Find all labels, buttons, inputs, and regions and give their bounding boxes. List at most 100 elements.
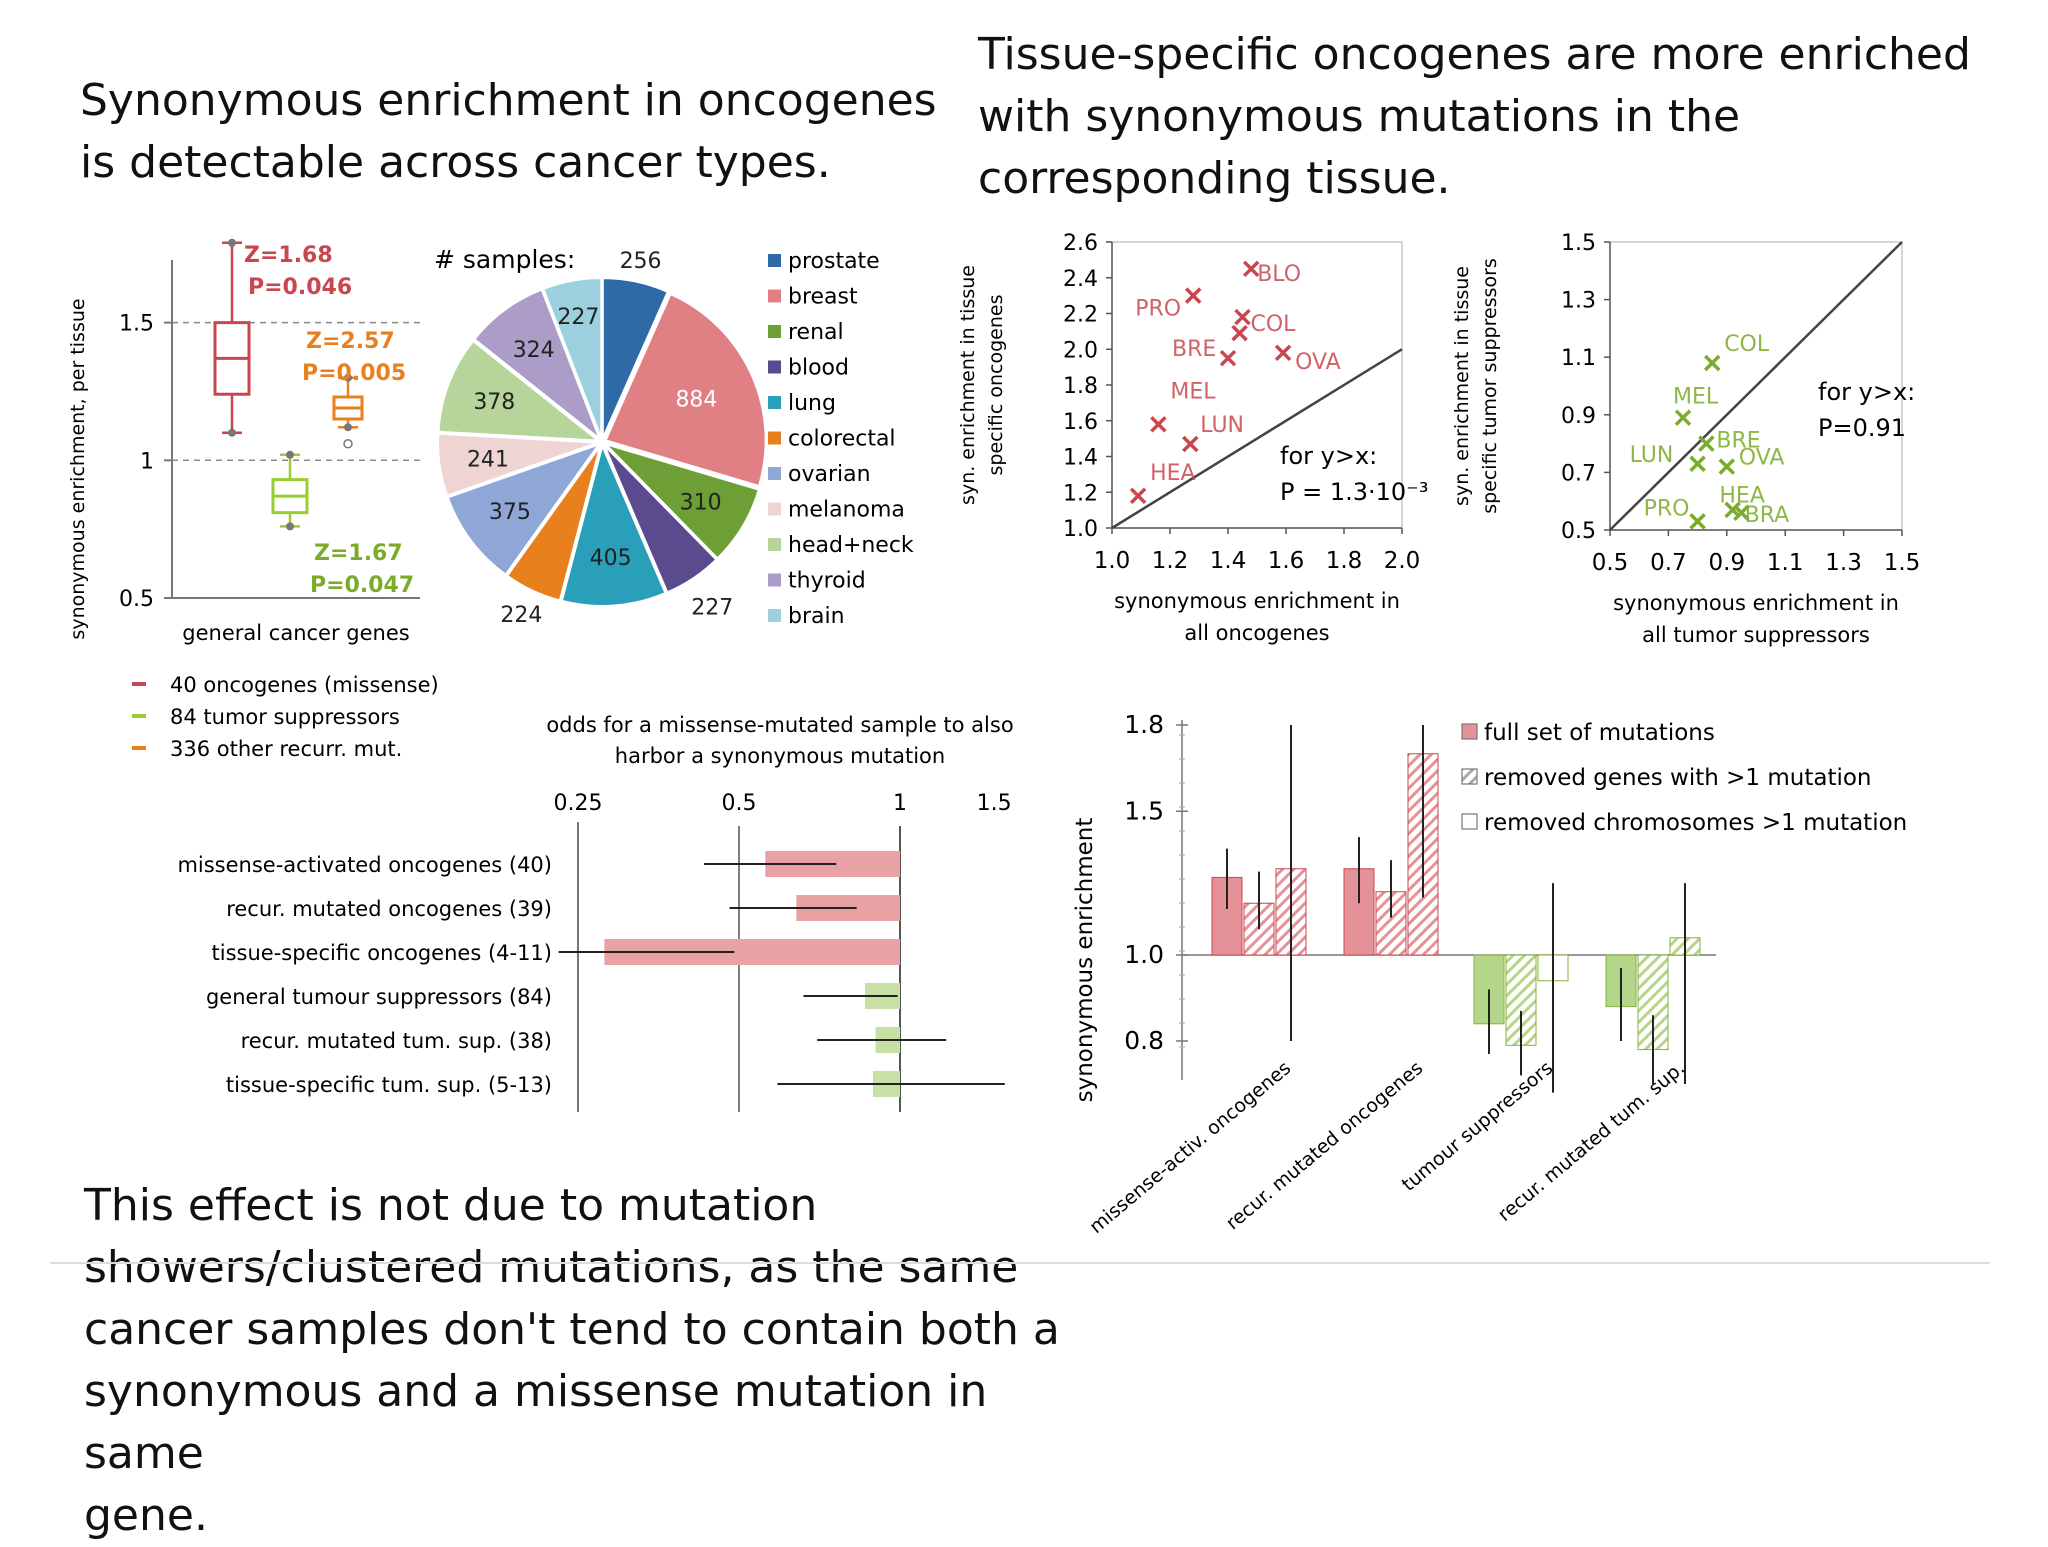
x-tick-label: 0.9: [1709, 550, 1746, 576]
legend-label: prostate: [788, 249, 880, 274]
legend-label: colorectal: [788, 427, 896, 452]
legend-swatch: [768, 431, 781, 445]
category-label: tissue-specific tum. sup. (5-13): [226, 1073, 552, 1097]
point-label: HEA: [1150, 461, 1196, 486]
y-axis-label: syn. enrichment in tissue: [1451, 266, 1473, 506]
pie-value-label: 241: [467, 447, 509, 472]
y-tick-label: 0.8: [1124, 1026, 1164, 1055]
legend-label: removed chromosomes >1 mutation: [1484, 810, 1907, 836]
legend-swatch: [768, 538, 781, 551]
legend-swatch: [768, 573, 781, 587]
x-axis-label: all tumor suppressors: [1642, 623, 1870, 647]
pie-slice: [472, 288, 602, 442]
x-tick-label: 2.0: [1384, 548, 1421, 574]
legend-label: thyroid: [788, 569, 866, 594]
headline-mutation-showers: This effect is not due to mutation showe…: [84, 1180, 1060, 1541]
pie-value-label: 378: [473, 390, 515, 415]
legend-label: full set of mutations: [1484, 720, 1715, 746]
pie-value-label: 405: [590, 546, 632, 571]
scatter-point: [1184, 287, 1202, 304]
p-value-label: P=0.046: [248, 275, 352, 300]
x-tick-label: 0.7: [1650, 550, 1687, 576]
x-tick-label: 1.5: [977, 791, 1012, 816]
y-tick-label: 1.6: [1063, 410, 1098, 435]
y-tick-label: 1.2: [1063, 481, 1098, 506]
y-tick-label: 1.5: [119, 312, 154, 337]
y-tick-label: 2.6: [1063, 231, 1098, 256]
pie-value-label: 227: [557, 305, 599, 330]
category-label: tissue-specific oncogenes (4-11): [212, 941, 552, 965]
y-tick-label: 1: [140, 449, 154, 474]
y-tick-label: 1.0: [1063, 517, 1098, 542]
y-axis-label: synonymous enrichment: [1072, 818, 1098, 1103]
point-label: BRE: [1172, 337, 1216, 362]
pie-slice: [560, 442, 667, 607]
x-tick-label: 1.5: [1884, 550, 1921, 576]
scatter-point: [1703, 354, 1721, 372]
point-label: LUN: [1630, 443, 1674, 468]
y-axis-label: syn. enrichment in tissue: [957, 265, 979, 505]
p-value-label: P=0.047: [310, 573, 414, 598]
legend-label: 84 tumor suppressors: [170, 705, 400, 729]
y-tick-label: 2.4: [1063, 267, 1098, 292]
box-whisker-dot: [286, 450, 294, 459]
z-score-label: Z=1.68: [244, 243, 333, 268]
pie-value-label: 324: [513, 338, 555, 363]
legend-label: 336 other recurr. mut.: [170, 737, 402, 761]
point-label: PRO: [1644, 496, 1690, 521]
point-label: PRO: [1135, 297, 1181, 322]
category-label: general tumour suppressors (84): [206, 985, 552, 1009]
point-label: BRE: [1716, 429, 1760, 454]
box-outlier: [343, 439, 353, 449]
headline-oncogene-enrichment: Synonymous enrichment in oncogenes is de…: [80, 75, 937, 188]
pie-slice: [603, 444, 718, 594]
pie-slice: [542, 277, 603, 439]
x-tick-label: 1: [893, 791, 907, 816]
pie-slice: [604, 292, 767, 488]
scatter-point: [1242, 260, 1260, 278]
y-tick-label: 1.5: [1561, 231, 1596, 256]
x-tick-label: 1.2: [1152, 548, 1189, 574]
point-label: MEL: [1673, 385, 1719, 410]
y-tick-label: 1.5: [1124, 796, 1164, 825]
x-tick-label: 1.4: [1210, 548, 1247, 574]
y-axis-label: synonymous enrichment, per tissue: [67, 298, 89, 639]
legend-swatch: [768, 609, 781, 622]
pie-slice: [437, 432, 599, 497]
z-score-label: Z=2.57: [306, 329, 395, 354]
scatter-point: [1718, 458, 1736, 475]
category-label: recur. mutated tum. sup. (38): [241, 1029, 552, 1053]
annotation-value: P=0.91: [1818, 414, 1906, 442]
x-tick-label: 1.3: [1825, 550, 1862, 576]
legend-swatch: [768, 360, 781, 374]
scatter-point: [1689, 455, 1706, 472]
y-tick-label: 2.2: [1063, 303, 1098, 328]
scatter-point: [1129, 487, 1147, 505]
pie-value-label: 310: [680, 490, 722, 515]
box-whisker-dot: [228, 238, 236, 247]
point-label: OVA: [1295, 350, 1341, 375]
x-tick-label: 0.5: [722, 791, 757, 816]
y-axis-label: specific tumor suppressors: [1479, 258, 1501, 514]
category-label: missense-activated oncogenes (40): [177, 853, 552, 877]
y-tick-label: 1.0: [1124, 940, 1164, 969]
pie-value-label: 227: [691, 595, 733, 620]
x-axis-label: all oncogenes: [1184, 621, 1329, 645]
legend-label: melanoma: [788, 498, 905, 523]
pie-slice: [437, 339, 602, 442]
y-tick-label: 0.7: [1561, 461, 1596, 486]
legend-swatch: [1461, 813, 1478, 830]
scatter-point: [1274, 344, 1292, 362]
box-whisker-dot: [286, 522, 294, 531]
scatter-point: [1234, 308, 1251, 326]
headline-tissue-specific: Tissue-specific oncogenes are more enric…: [978, 29, 1971, 204]
pie-slice: [602, 442, 761, 560]
legend-label: renal: [788, 320, 844, 345]
legend-swatch: [1461, 723, 1478, 740]
legend-swatch: [768, 325, 781, 338]
